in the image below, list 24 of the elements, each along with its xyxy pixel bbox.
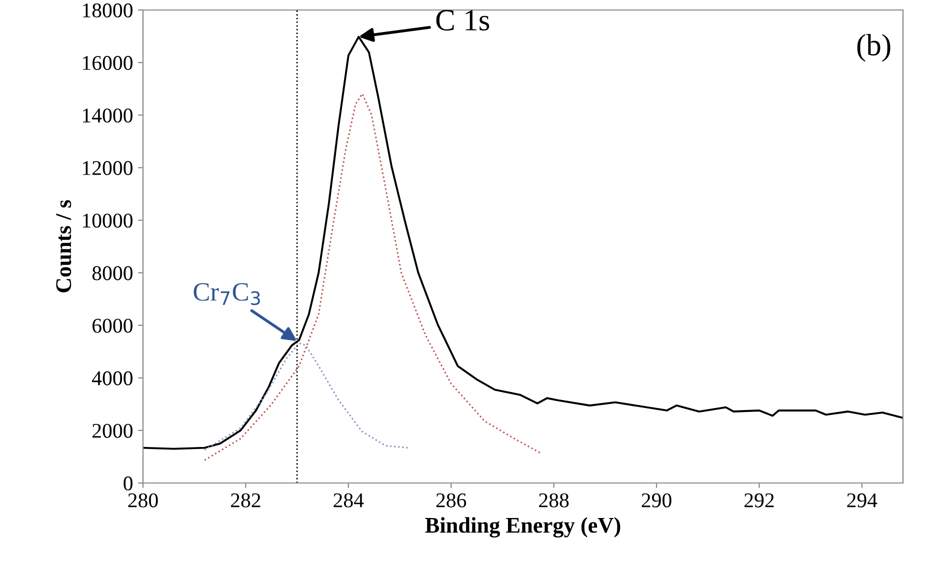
y-tick-label: 10000 (83, 214, 132, 228)
line-series (204, 342, 409, 451)
y-tick-label: 16000 (83, 56, 132, 70)
y-tick-label: 6000 (92, 318, 132, 333)
y-tick-label: 4000 (92, 371, 132, 386)
y-tick-label: 2000 (92, 424, 132, 438)
annotation: (b) (857, 34, 890, 62)
x-tick-label: 282 (230, 493, 260, 508)
y-tick-label: 14000 (83, 108, 132, 123)
annotation: C 1s (436, 10, 490, 31)
x-axis-title: Binding Energy (eV) (425, 517, 620, 538)
x-tick-label: 294 (847, 493, 878, 508)
x-tick-label: 288 (539, 493, 569, 508)
y-tick-label: 8000 (92, 266, 132, 280)
x-tick-label: 292 (744, 493, 774, 508)
y-axis-title: Counts / s (56, 200, 72, 292)
x-tick-label: 284 (334, 493, 364, 508)
y-tick-label: 12000 (83, 161, 132, 176)
y-tick-label: 18000 (83, 3, 132, 18)
x-tick-label: 286 (436, 493, 466, 508)
y-tick-label: 0 (124, 476, 132, 490)
x-tick-label: 290 (642, 493, 672, 508)
annotation: Cr$_{7}$C$_{3}$ (194, 283, 260, 306)
x-tick-label: 280 (128, 493, 158, 508)
